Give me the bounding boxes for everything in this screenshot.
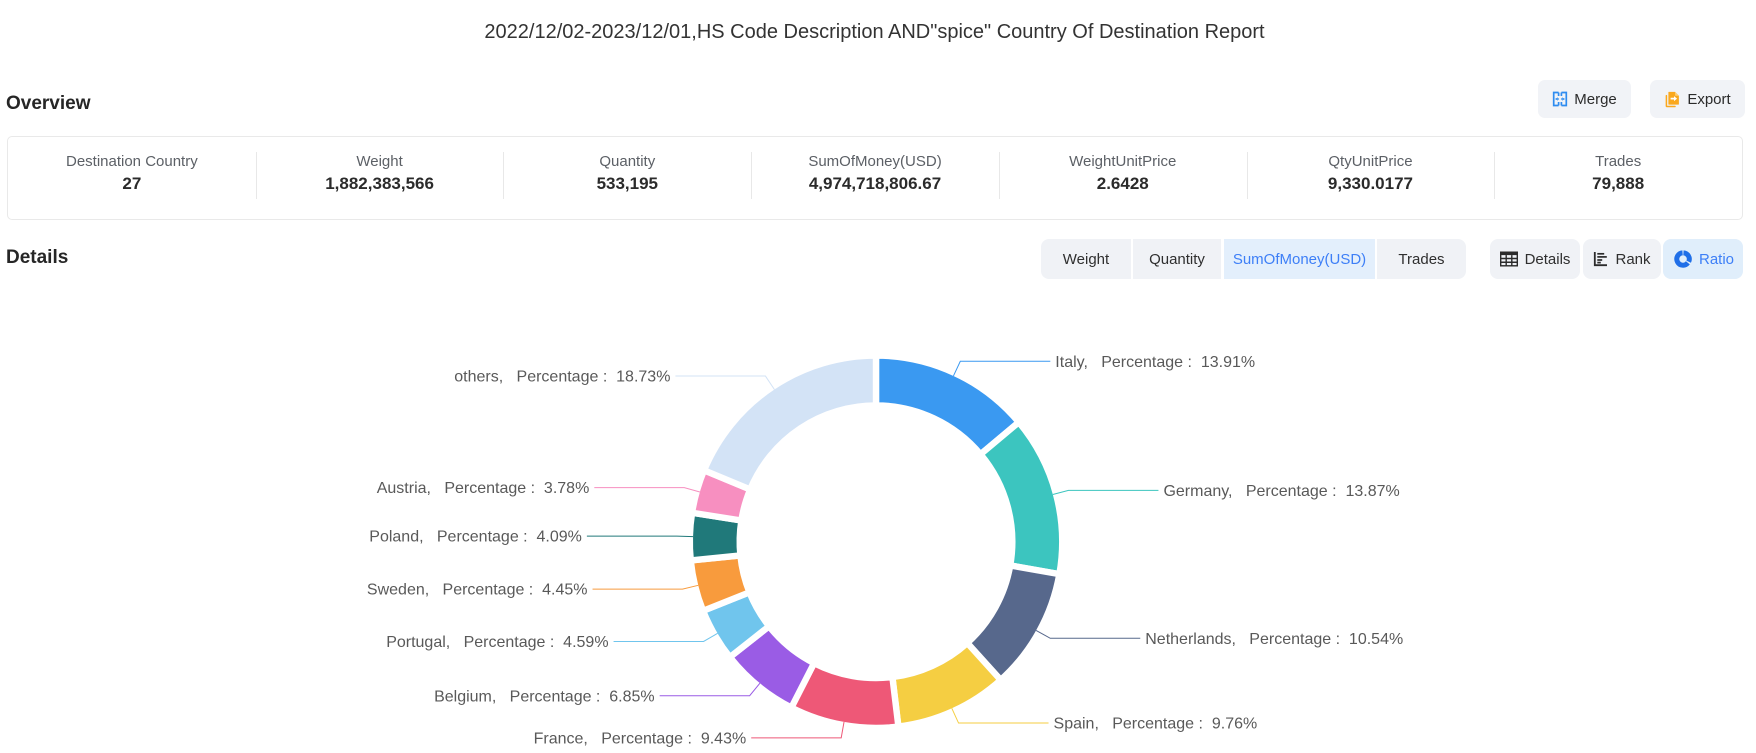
svg-text:Portugal, Percentage : 4.59: Portugal, Percentage : 4.59% — [386, 634, 608, 651]
svg-text:Netherlands, Percentage : 1: Netherlands, Percentage : 10.54% — [1145, 631, 1403, 648]
svg-text:Sweden, Percentage : 4.45%: Sweden, Percentage : 4.45% — [367, 582, 588, 599]
svg-text:others, Percentage : 18.73%: others, Percentage : 18.73% — [454, 369, 670, 386]
svg-text:Italy, Percentage : 13.91%: Italy, Percentage : 13.91% — [1055, 354, 1255, 371]
svg-text:France, Percentage : 9.43%: France, Percentage : 9.43% — [534, 730, 747, 747]
svg-text:Poland, Percentage : 4.09%: Poland, Percentage : 4.09% — [369, 529, 582, 546]
svg-text:Germany, Percentage : 13.87: Germany, Percentage : 13.87% — [1163, 483, 1399, 500]
svg-text:Spain, Percentage : 9.76%: Spain, Percentage : 9.76% — [1054, 716, 1258, 733]
svg-text:Austria, Percentage : 3.78%: Austria, Percentage : 3.78% — [377, 480, 590, 497]
svg-text:Belgium, Percentage : 6.85%: Belgium, Percentage : 6.85% — [434, 688, 655, 705]
